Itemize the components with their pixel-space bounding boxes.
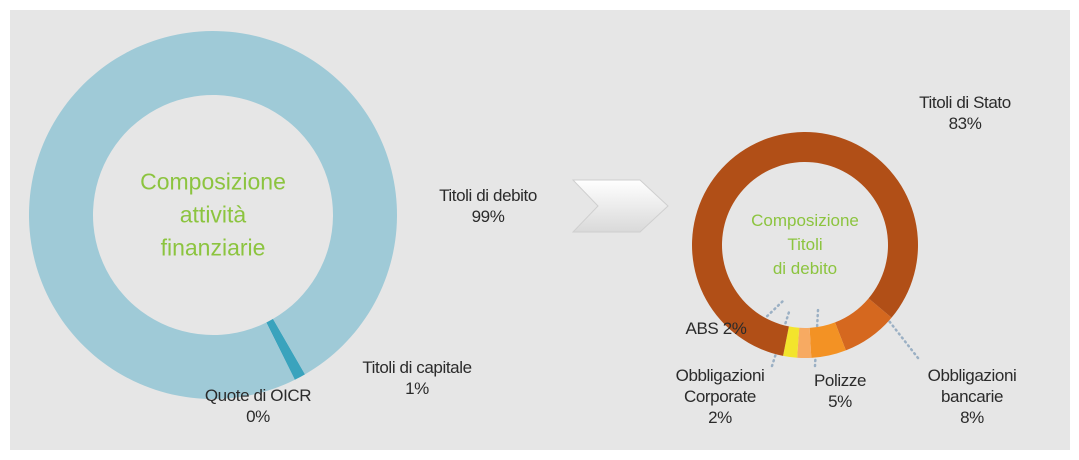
slice-label: ABS 2% [686, 318, 747, 339]
arrow [571, 179, 669, 233]
donut-slice [797, 327, 812, 358]
donut-slice [28, 31, 397, 400]
category-label: Obbligazioni bancarie [927, 366, 1017, 406]
value-label: 5% [828, 392, 852, 411]
category-label: ABS [685, 319, 719, 338]
category-label: Quote di OICR [204, 386, 312, 405]
title-line: di debito [772, 259, 838, 278]
center-title: Composizione Titoli di debito [751, 209, 859, 281]
category-label: Polizze [813, 371, 867, 390]
value-label: 8% [960, 408, 984, 427]
title-line: Titoli [787, 235, 823, 254]
title-line: Composizione [140, 168, 286, 195]
value-label: 99% [471, 207, 505, 226]
title-line: finanziarie [160, 234, 266, 261]
donut-slice [266, 318, 305, 380]
slice-label: Titoli di debito 99% [439, 185, 537, 227]
center-title: Composizione attività finanziarie [140, 166, 286, 265]
category-label: Obbligazioni Corporate [675, 366, 765, 406]
donut-slice [809, 322, 846, 358]
value-label: 2% [722, 319, 747, 338]
donut-slice [835, 298, 892, 351]
slice-label: Polizze 5% [814, 370, 866, 412]
value-label: 83% [948, 114, 982, 133]
slice-label: Titoli di Stato 83% [919, 92, 1011, 134]
category-label: Titoli di Stato [919, 93, 1011, 112]
donut-slice [783, 326, 800, 358]
slice-label: Obbligazioni bancarie 8% [928, 365, 1017, 428]
category-label: Titoli di debito [439, 186, 537, 205]
slice-label: Titoli di capitale 1% [362, 357, 472, 399]
slice-label: Obbligazioni Corporate 2% [676, 365, 765, 428]
title-line: Composizione [751, 211, 859, 230]
value-label: 0% [246, 407, 270, 426]
title-line: attività [179, 201, 247, 228]
category-label: Titoli di capitale [362, 358, 472, 377]
value-label: 2% [708, 408, 732, 427]
value-label: 1% [405, 379, 429, 398]
slice-label: Quote di OICR 0% [204, 385, 312, 427]
